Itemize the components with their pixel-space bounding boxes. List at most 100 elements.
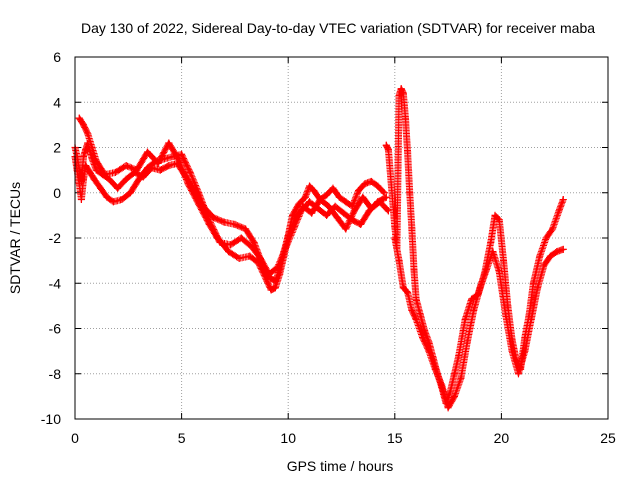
y-axis-label: SDTVAR / TECUs	[7, 182, 23, 294]
data-point	[380, 189, 388, 197]
data-point	[514, 370, 522, 378]
data-point	[367, 177, 375, 185]
data-point	[559, 245, 567, 253]
data-point	[542, 234, 550, 242]
data-point	[408, 225, 416, 233]
data-point	[195, 200, 203, 208]
data-point	[267, 275, 275, 283]
data-point	[143, 148, 151, 156]
data-point	[291, 223, 299, 231]
data-point	[184, 180, 192, 188]
data-point	[186, 168, 194, 176]
data-point	[355, 186, 363, 194]
data-point	[205, 220, 213, 228]
series-band-E	[391, 234, 567, 412]
y-tick-label: 2	[53, 140, 61, 156]
data-point	[404, 148, 412, 156]
data-point	[408, 306, 416, 314]
data-point	[265, 270, 273, 278]
data-point	[404, 288, 412, 296]
data-point	[282, 243, 290, 251]
data-point	[227, 241, 235, 249]
data-point	[470, 306, 478, 314]
data-point	[421, 327, 429, 335]
data-point	[267, 286, 275, 294]
data-point	[412, 295, 420, 303]
data-point	[508, 347, 516, 355]
data-point	[397, 85, 405, 93]
data-point	[331, 202, 339, 210]
data-point	[112, 168, 120, 176]
data-point	[333, 214, 341, 222]
data-point	[329, 184, 337, 192]
data-point	[250, 239, 258, 247]
data-point	[263, 277, 271, 285]
x-tick-label: 15	[387, 430, 403, 446]
data-point	[165, 162, 173, 170]
data-point	[335, 193, 343, 201]
data-point	[553, 248, 561, 256]
data-point	[412, 315, 420, 323]
x-tick-label: 0	[71, 430, 79, 446]
data-point	[455, 352, 463, 360]
data-point	[288, 211, 296, 219]
y-tick-label: 4	[53, 94, 61, 110]
data-point	[555, 207, 563, 215]
data-point	[406, 189, 414, 197]
data-point	[382, 141, 390, 149]
data-point	[491, 211, 499, 219]
data-point	[301, 193, 309, 201]
data-point	[248, 243, 256, 251]
data-point	[75, 114, 83, 122]
data-point	[316, 196, 324, 204]
data-point	[438, 381, 446, 389]
data-point	[446, 388, 454, 396]
data-point	[357, 220, 365, 228]
data-point	[97, 184, 105, 192]
data-point	[133, 166, 141, 174]
x-tick-label: 20	[494, 430, 510, 446]
data-point	[126, 189, 134, 197]
data-point	[461, 315, 469, 323]
data-point	[450, 370, 458, 378]
data-point	[254, 259, 262, 267]
data-point	[86, 168, 94, 176]
data-point	[256, 254, 264, 262]
data-point	[165, 139, 173, 147]
data-point	[500, 257, 508, 265]
data-point	[82, 162, 90, 170]
data-point	[80, 153, 88, 161]
y-tick-label: -2	[49, 230, 62, 246]
data-point	[114, 184, 122, 192]
data-point	[80, 175, 88, 183]
data-point	[82, 146, 90, 154]
data-point	[399, 284, 407, 292]
data-point	[77, 196, 85, 204]
data-point	[540, 261, 548, 269]
data-point	[135, 175, 143, 183]
x-tick-label: 5	[178, 430, 186, 446]
data-point	[489, 248, 497, 256]
data-point	[88, 144, 96, 151]
data-point	[156, 166, 164, 174]
data-point	[401, 114, 409, 122]
data-point	[118, 196, 126, 204]
data-point	[220, 218, 228, 226]
data-point	[521, 347, 529, 355]
data-point	[395, 257, 403, 265]
data-point	[425, 347, 433, 355]
data-point	[101, 171, 109, 179]
data-point	[225, 248, 233, 256]
data-point	[457, 374, 465, 382]
data-point	[306, 198, 314, 206]
y-tick-label: -6	[49, 321, 62, 337]
data-point	[416, 311, 424, 319]
data-point	[325, 202, 333, 210]
y-tick-label: 6	[53, 49, 61, 65]
data-point	[276, 270, 284, 278]
data-point	[399, 89, 407, 97]
data-point	[84, 130, 92, 138]
plot-frame	[74, 56, 609, 420]
y-tick-label: 0	[53, 185, 61, 201]
